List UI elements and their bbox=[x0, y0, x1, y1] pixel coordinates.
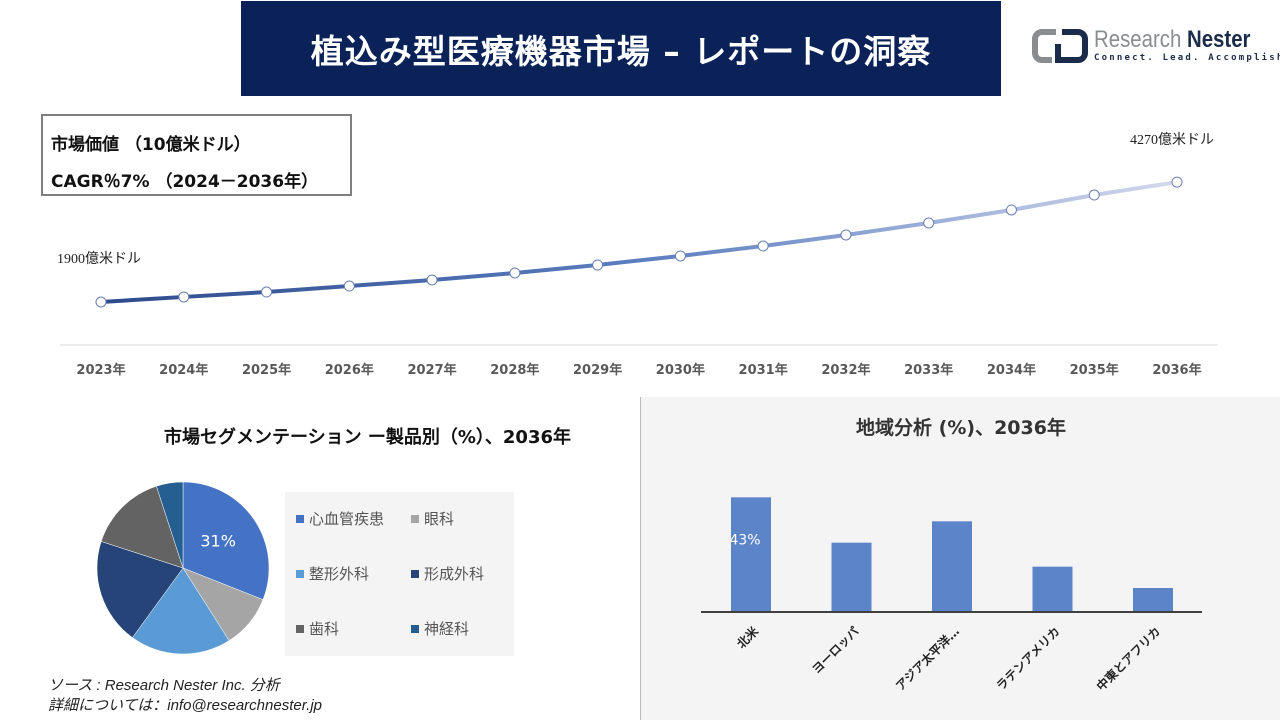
logo-name: Research Nester bbox=[1094, 26, 1251, 53]
research-nester-logo: Research Nester Connect. Lead. Accomplis… bbox=[1032, 24, 1280, 68]
data-point-2030年 bbox=[674, 250, 686, 262]
data-point-2028年 bbox=[509, 267, 521, 279]
source-text: ソース : Research Nester Inc. 分析 bbox=[48, 677, 280, 694]
x-tick-label: 2034年 bbox=[987, 362, 1036, 378]
legend-label: 神経科 bbox=[424, 620, 470, 638]
bar-chart-title: 地域分析 (%)、2036年 bbox=[856, 417, 1066, 439]
data-point-2024年 bbox=[178, 291, 190, 303]
contact-text: 詳細については：info@researchnester.jp bbox=[48, 697, 322, 714]
bar-3 bbox=[1032, 566, 1073, 612]
segment-pie-chart: 31% bbox=[96, 481, 270, 655]
bar-data-label: 43% bbox=[729, 532, 760, 548]
logo-tagline: Connect. Lead. Accomplish bbox=[1094, 53, 1280, 63]
x-tick-label: 2028年 bbox=[490, 362, 539, 378]
end-value-annotation: 4270億米ドル bbox=[1130, 132, 1214, 148]
legend-label: 眼科 bbox=[424, 510, 455, 528]
regional-bar-chart: 43% 北米 ヨーロッパ アジア太平洋… ラテンアメリカ 中東とアフリカ bbox=[701, 497, 1202, 694]
legend-swatch bbox=[411, 514, 419, 523]
x-category-label: 中東とアフリカ bbox=[1093, 624, 1163, 694]
pie-slice-3 bbox=[96, 541, 184, 638]
pie-slice-5 bbox=[156, 481, 184, 569]
bar-1 bbox=[831, 542, 872, 612]
legend-swatch bbox=[296, 569, 304, 578]
data-point-2026年 bbox=[343, 280, 355, 292]
pie-legend: 心血管疾患 眼科整形外科 形成外科歯科 神経科 bbox=[285, 492, 514, 656]
start-value-annotation: 1900億米ドル bbox=[57, 251, 141, 267]
cagr-label: CAGR％7% （2024－2036年） bbox=[51, 172, 319, 192]
pie-chart-title: 市場セグメンテーション ー製品別（%）、2036年 bbox=[163, 427, 572, 448]
pie-slice-2 bbox=[132, 567, 230, 655]
x-tick-label: 2026年 bbox=[325, 362, 374, 378]
market-info-box: 市場価値 （10億米ドル） CAGR％7% （2024－2036年） bbox=[41, 114, 352, 196]
market-value-label: 市場価値 （10億米ドル） bbox=[51, 135, 251, 155]
logo-icon bbox=[1032, 29, 1088, 63]
data-point-2033年 bbox=[923, 217, 935, 229]
pie-data-label: 31% bbox=[200, 531, 236, 550]
source-note: ソース : Research Nester Inc. 分析 詳細については：in… bbox=[48, 676, 322, 716]
data-point-2032年 bbox=[840, 229, 852, 241]
market-value-line bbox=[100, 180, 1178, 304]
bar-4 bbox=[1133, 588, 1173, 612]
x-tick-label: 2025年 bbox=[242, 362, 291, 378]
data-point-2027年 bbox=[426, 274, 438, 286]
legend-item: 形成外科 bbox=[411, 563, 484, 584]
bar-0 bbox=[731, 497, 771, 612]
data-point-2025年 bbox=[261, 286, 273, 298]
x-category-label: アジア太平洋… bbox=[892, 624, 962, 694]
x-category-label: ラテンアメリカ bbox=[994, 624, 1063, 693]
data-point-2031年 bbox=[757, 240, 769, 252]
legend-label: 形成外科 bbox=[424, 565, 485, 583]
x-tick-label: 2031年 bbox=[739, 362, 788, 378]
x-category-label: ヨーロッパ bbox=[809, 624, 861, 676]
x-tick-label: 2024年 bbox=[159, 362, 208, 378]
legend-swatch bbox=[296, 514, 304, 523]
bar-2 bbox=[932, 521, 972, 612]
legend-item: 歯科 bbox=[296, 618, 339, 639]
x-tick-label: 2035年 bbox=[1070, 362, 1119, 378]
x-tick-label: 2036年 bbox=[1152, 362, 1201, 378]
page-title: 植込み型医療機器市場 – レポートの洞察 bbox=[310, 31, 932, 71]
data-point-2036年 bbox=[1171, 176, 1183, 188]
data-point-2029年 bbox=[592, 259, 604, 271]
legend-label: 歯科 bbox=[309, 620, 340, 638]
x-tick-label: 2032年 bbox=[821, 362, 870, 378]
legend-label: 整形外科 bbox=[309, 565, 370, 583]
legend-swatch bbox=[411, 569, 419, 578]
pie-slice-4 bbox=[100, 485, 184, 569]
x-tick-label: 2023年 bbox=[76, 362, 125, 378]
data-point-2035年 bbox=[1088, 189, 1100, 201]
data-point-2034年 bbox=[1005, 204, 1017, 216]
x-tick-label: 2027年 bbox=[407, 362, 456, 378]
market-line-chart: 2023年 2024年 2025年 2026年 2027年 2028年 2029年 2030年… bbox=[57, 132, 1218, 378]
legend-swatch bbox=[411, 624, 419, 633]
legend-item: 神経科 bbox=[411, 618, 469, 639]
regional-panel: 地域分析 (%)、2036年 43% 北米 ヨーロッパ アジア太平洋… ラテンアメリカ中… bbox=[640, 397, 1280, 720]
legend-item: 整形外科 bbox=[296, 563, 369, 584]
legend-swatch bbox=[296, 624, 304, 633]
header-banner: 植込み型医療機器市場 – レポートの洞察 bbox=[241, 1, 1001, 96]
data-point-2023年 bbox=[95, 296, 107, 308]
x-tick-label: 2029年 bbox=[573, 362, 622, 378]
x-tick-label: 2033年 bbox=[904, 362, 953, 378]
legend-label: 心血管疾患 bbox=[309, 510, 385, 528]
legend-item: 眼科 bbox=[411, 508, 454, 529]
x-tick-label: 2030年 bbox=[656, 362, 705, 378]
pie-slice-0 bbox=[182, 481, 270, 600]
legend-item: 心血管疾患 bbox=[296, 508, 384, 529]
x-category-label: 北米 bbox=[734, 623, 762, 651]
